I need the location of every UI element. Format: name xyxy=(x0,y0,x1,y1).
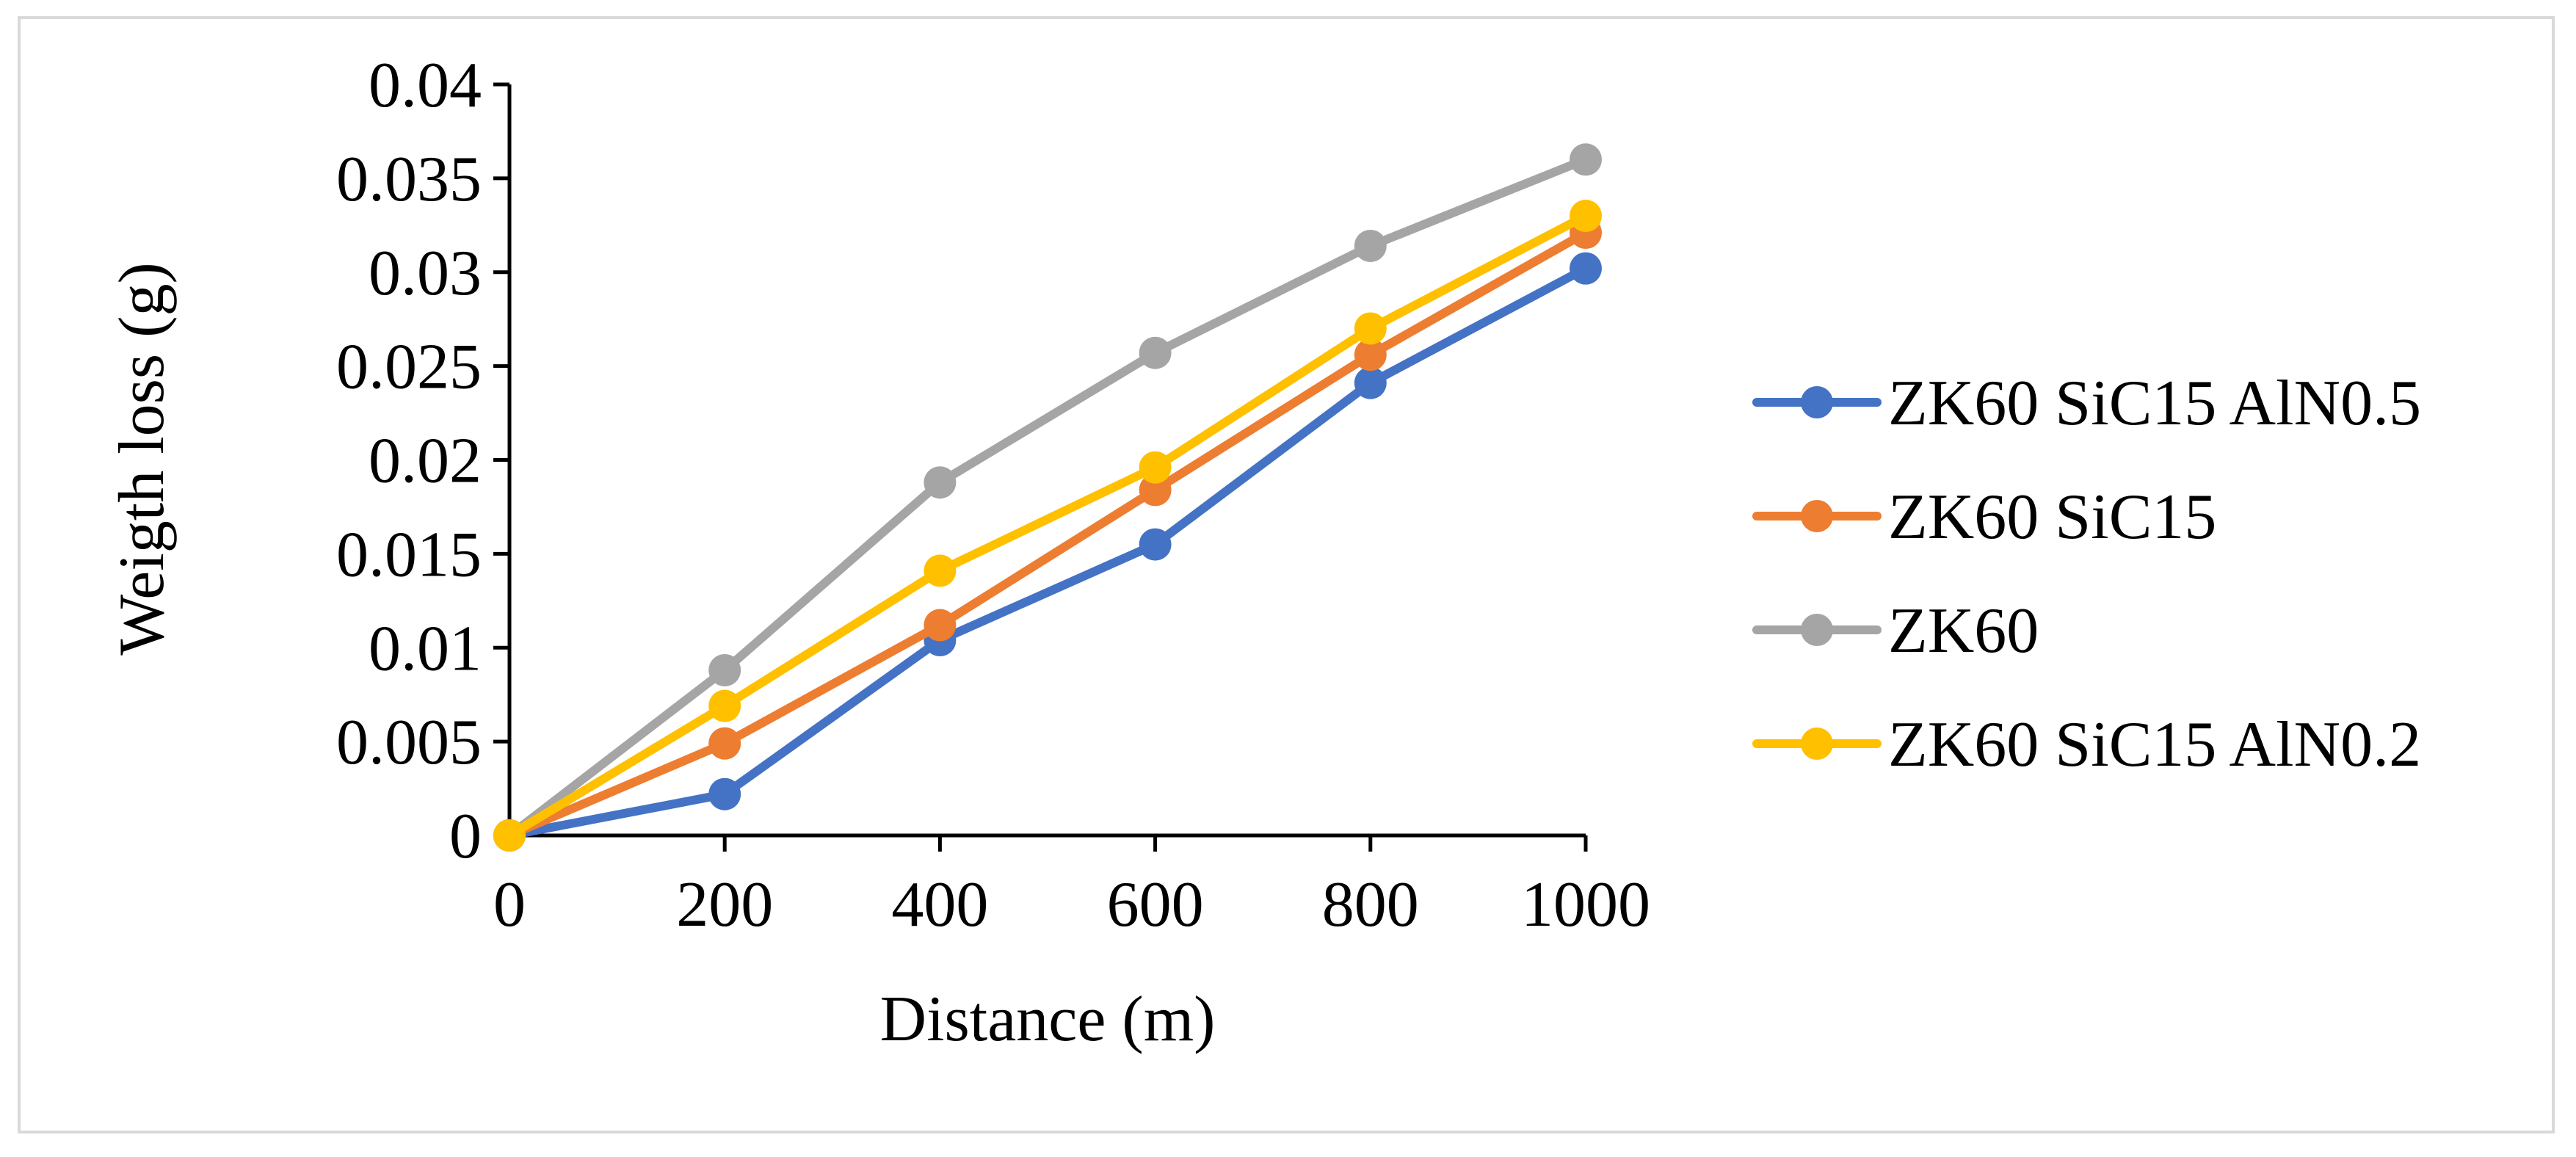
data-point xyxy=(1139,336,1172,369)
data-point xyxy=(1139,451,1172,484)
legend-marker xyxy=(1801,500,1833,532)
data-point xyxy=(924,466,957,499)
data-point xyxy=(1139,528,1172,561)
data-point xyxy=(493,819,526,852)
data-point xyxy=(1354,338,1387,371)
legend-marker xyxy=(1801,728,1833,760)
series-layer xyxy=(493,143,1602,852)
legend: ZK60 SiC15 AlN0.5 ZK60 SiC15 ZK60 ZK60 SiC1… xyxy=(1752,368,2421,780)
data-point xyxy=(708,689,741,722)
series-line xyxy=(505,155,1590,840)
legend-item: ZK60 xyxy=(1752,595,2039,667)
legend-label: ZK60 SiC15 xyxy=(1888,482,2216,553)
series-2 xyxy=(493,217,1602,852)
series-4 xyxy=(493,200,1602,852)
x-tick-label: 600 xyxy=(1107,869,1204,940)
y-tick-label: 0.035 xyxy=(336,144,482,215)
data-point xyxy=(1354,312,1387,345)
y-tick-label: 0.015 xyxy=(336,519,482,590)
data-point xyxy=(924,554,957,587)
legend-item: ZK60 SiC15 AlN0.2 xyxy=(1752,709,2421,780)
series-line xyxy=(505,264,1590,840)
y-tick-label: 0.025 xyxy=(336,332,482,403)
series-line xyxy=(505,211,1590,840)
data-point xyxy=(1570,252,1602,285)
legend-marker xyxy=(1801,386,1833,418)
y-tick-label: 0.005 xyxy=(336,707,482,778)
series-1 xyxy=(493,252,1602,852)
y-tick-label: 0 xyxy=(449,801,482,872)
x-tick-label: 400 xyxy=(891,869,988,940)
x-tick-label: 0 xyxy=(493,869,526,940)
x-tick-label: 200 xyxy=(676,869,773,940)
legend-marker xyxy=(1801,614,1833,646)
data-point xyxy=(1570,200,1602,233)
y-axis-label: Weigth loss (g) xyxy=(106,262,178,656)
legend-item: ZK60 SiC15 xyxy=(1752,482,2216,553)
data-point xyxy=(708,727,741,760)
legend-label: ZK60 SiC15 AlN0.5 xyxy=(1888,368,2421,439)
y-tick-label: 0.04 xyxy=(369,50,482,121)
series-line xyxy=(505,228,1590,840)
labels-layer: Distance (m) Weigth loss (g) xyxy=(106,262,1215,1055)
x-axis-label: Distance (m) xyxy=(880,984,1216,1055)
data-point xyxy=(708,777,741,810)
chart-frame xyxy=(18,16,2555,1134)
y-tick-label: 0.03 xyxy=(369,238,482,309)
axes: 0 0.005 0.01 0.015 0.02 0.025 0.03 0.035 0.04 0 20… xyxy=(336,50,1650,940)
y-tick-label: 0.01 xyxy=(369,613,482,684)
data-point xyxy=(1570,143,1602,176)
legend-item: ZK60 SiC15 AlN0.5 xyxy=(1752,368,2421,439)
legend-label: ZK60 SiC15 AlN0.2 xyxy=(1888,709,2421,780)
legend-label: ZK60 xyxy=(1888,595,2039,667)
data-point xyxy=(708,653,741,686)
y-tick-label: 0.02 xyxy=(369,426,482,497)
data-point xyxy=(1354,229,1387,262)
x-tick-label: 800 xyxy=(1322,869,1419,940)
data-point xyxy=(1354,366,1387,399)
data-point xyxy=(1139,474,1172,507)
data-point xyxy=(924,609,957,642)
x-tick-label: 1000 xyxy=(1521,869,1650,940)
